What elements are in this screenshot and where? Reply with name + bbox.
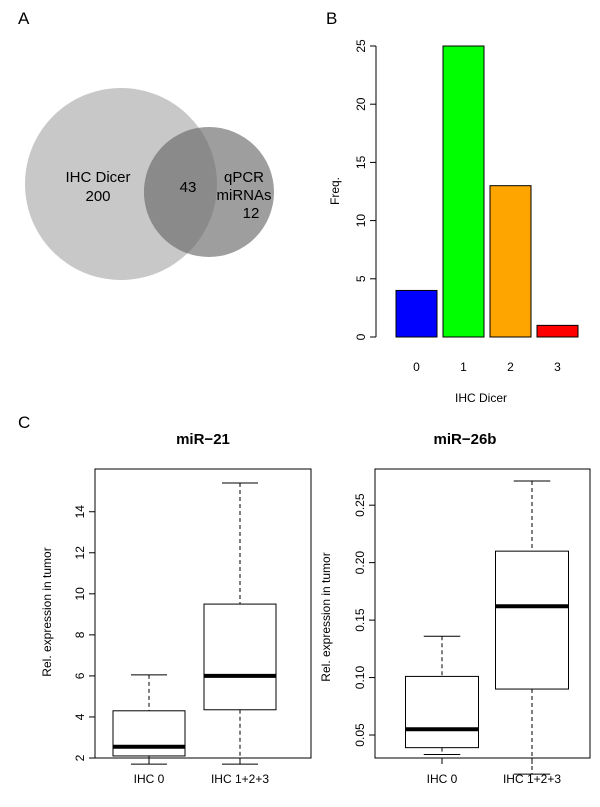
venn-left-count: 200 [85,188,110,205]
mir26b-y-tick-label: 0.25 [353,493,367,517]
mir26b-y-tick-label: 0.10 [353,666,367,690]
venn-right-label-1: qPCR [224,169,264,186]
mir21-x-tick-label: IHC 1+2+3 [211,772,269,786]
mir21-y-tick-label: 10 [73,587,87,601]
box2-y-axis-label: Rel. expression in tumor [319,552,333,681]
mir26b-x-tick-label: IHC 0 [427,772,458,786]
venn-left-label: IHC Dicer [65,169,130,186]
box2-title: miR−26b [434,431,497,448]
bar-y-tick-label: 0 [354,333,368,340]
bar-y-axis-label: Freq. [328,177,342,205]
bar-x-tick-label: 3 [554,360,561,374]
bar-3 [536,324,579,338]
mir21-y-tick-label: 6 [73,672,87,679]
box-plot-mir21: 2 4 6 8 10 12 14 IHC 0 IHC 1+2+3 [73,468,312,786]
mir26b-y-tick-label: 0.20 [353,551,367,575]
bar-x-tick-label: 1 [460,360,467,374]
bar-x-axis-label: IHC Dicer [455,391,507,405]
venn-diagram: IHC Dicer 200 43 qPCR miRNAs 12 [25,88,274,280]
venn-right-count: 12 [243,205,260,222]
mir26b-x-tick-label: IHC 1+2+3 [503,772,561,786]
mir21-y-tick-label: 14 [73,505,87,519]
bar-y-tick-label: 25 [354,39,368,53]
mir26b-box-1 [495,550,569,690]
venn-right-label-2: miRNAs [217,187,272,204]
mir21-y-tick-label: 8 [73,631,87,638]
bar-1 [442,45,485,338]
panel-label-b: B [326,9,337,28]
bar-y-tick-label: 15 [354,155,368,169]
mir21-x-tick-label: IHC 0 [134,772,165,786]
bar-x-tick-label: 0 [413,360,420,374]
box-plot-mir26b: 0.05 0.10 0.15 0.20 0.25 IHC 0 IHC 1+2+3 [353,468,591,786]
box1-title: miR−21 [176,431,230,448]
bar-0 [395,289,438,338]
mir26b-box-0 [405,675,479,749]
mir21-y-tick-label: 2 [73,754,87,761]
mir21-box-0 [112,710,186,757]
bar-2 [489,185,532,338]
mir21-y-tick-label: 4 [73,713,87,720]
mir26b-y-tick-label: 0.15 [353,608,367,632]
panel-label-a: A [18,9,30,28]
venn-overlap-count: 43 [180,179,197,196]
venn-overlap-region [144,127,218,254]
bar-y-tick-label: 10 [354,214,368,228]
bar-x-tick-label: 2 [507,360,514,374]
mir26b-y-tick-label: 0.05 [353,723,367,747]
box1-y-axis-label: Rel. expression in tumor [40,547,54,676]
panel-label-c: C [18,413,30,432]
bar-y-tick-label: 5 [354,275,368,282]
bar-chart: 0 5 10 15 20 25 0 1 2 3 [354,39,579,374]
bar-y-tick-label: 20 [354,97,368,111]
mir21-box-1 [203,603,277,711]
mir21-y-tick-label: 12 [73,546,87,560]
